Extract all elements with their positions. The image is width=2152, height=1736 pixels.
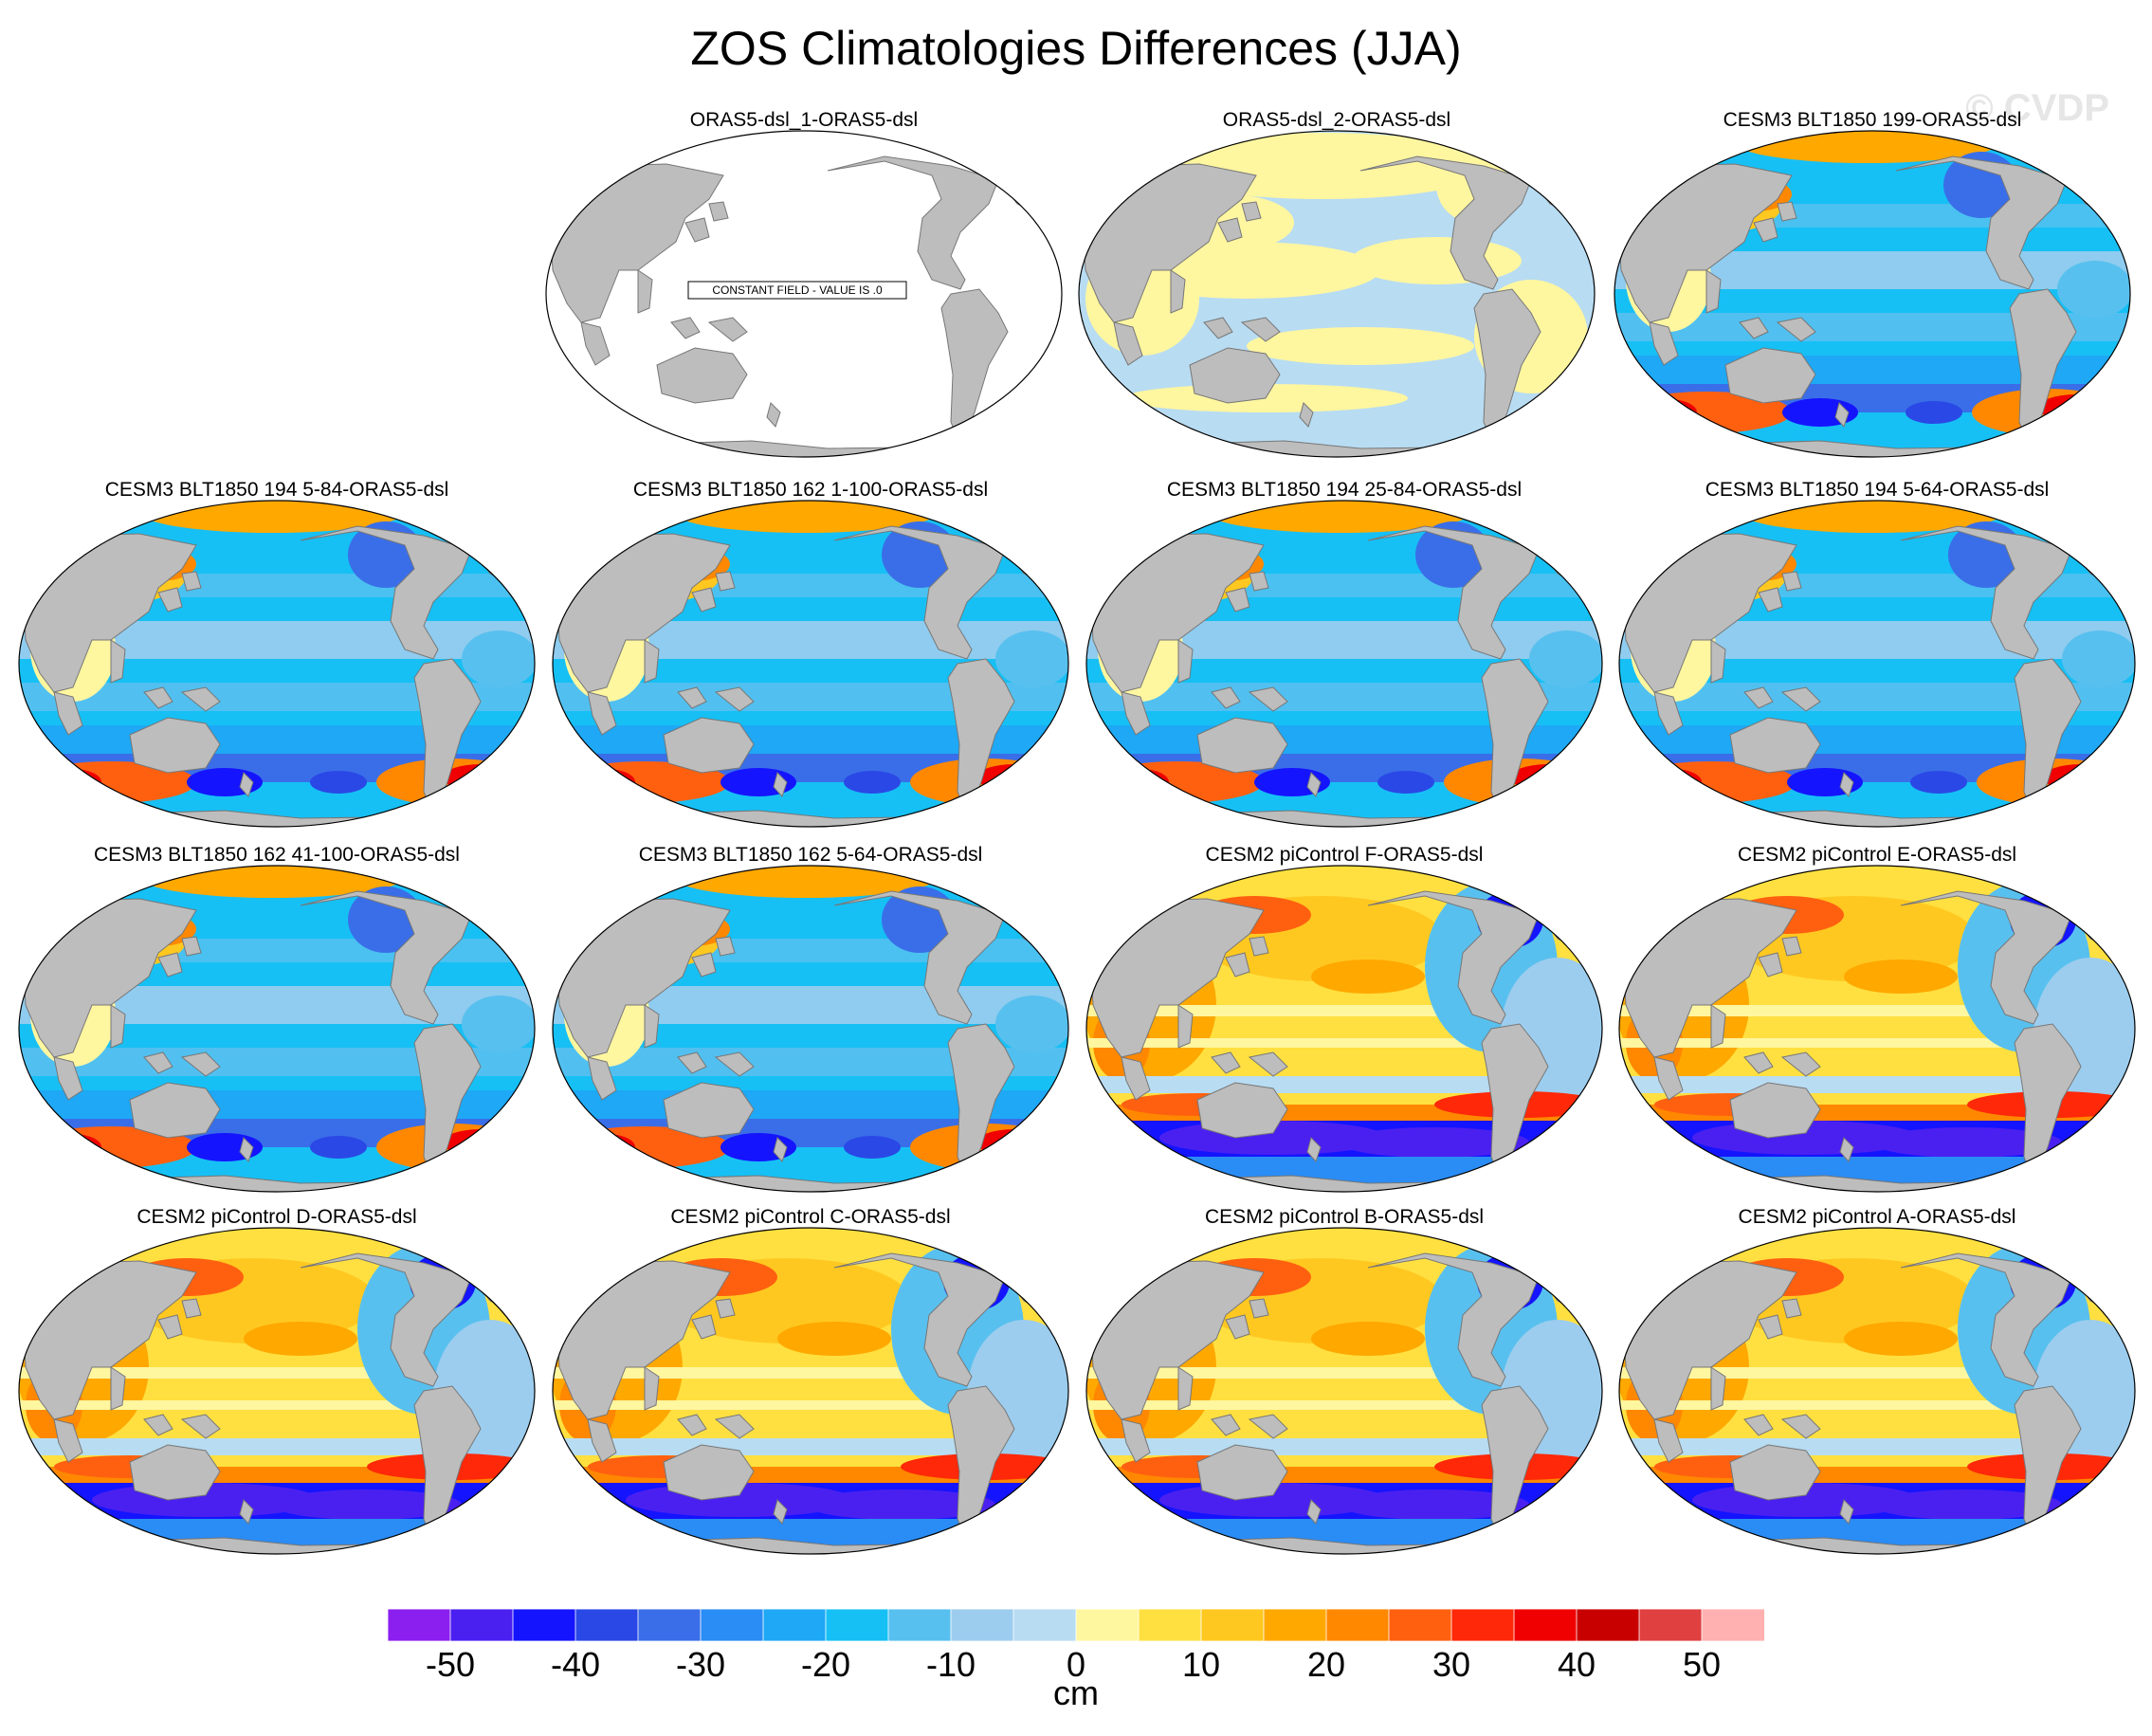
colorbar-tick-label: -20 [800, 1645, 851, 1684]
panel-title: CESM3 BLT1850 194 5-84-ORAS5-dsl [104, 479, 449, 501]
world-map [1618, 1227, 2136, 1555]
colorbar-segment [1576, 1609, 1640, 1641]
map-panel: CESM2 piControl D-ORAS5-dsl [11, 1206, 542, 1566]
constant-field-note: CONSTANT FIELD - VALUE IS .0 [712, 283, 883, 297]
map-panel: CESM3 BLT1850 194 25-84-ORAS5-dsl [1079, 479, 1610, 839]
map-panel: CESM2 piControl C-ORAS5-dsl [545, 1206, 1076, 1566]
colorbar-segment [1075, 1609, 1140, 1641]
world-map [1085, 1227, 1603, 1555]
panel-title: CESM2 piControl B-ORAS5-dsl [1204, 1206, 1485, 1228]
colorbar-tick-label: 30 [1432, 1645, 1471, 1684]
world-map [552, 1227, 1069, 1555]
colorbar-tick-label: 40 [1557, 1645, 1596, 1684]
watermark: © CVDP [1965, 87, 2109, 129]
panel-title: CESM3 BLT1850 194 5-64-ORAS5-dsl [1705, 479, 2050, 501]
panel-title: ORAS5-dsl_2-ORAS5-dsl [1222, 109, 1451, 131]
figure-title: ZOS Climatologies Differences (JJA) [690, 22, 1462, 75]
map-panel: CESM3 BLT1850 162 41-100-ORAS5-dsl [11, 844, 542, 1204]
colorbar-segment [825, 1609, 889, 1641]
colorbar-segment [1388, 1609, 1452, 1641]
map-panel: CESM2 piControl A-ORAS5-dsl [1612, 1206, 2143, 1566]
colorbar-tick-label: -10 [925, 1645, 976, 1684]
colorbar-tick-label: 0 [1066, 1645, 1086, 1684]
colorbar-segment [1701, 1609, 1764, 1641]
panel-title: CESM3 BLT1850 162 5-64-ORAS5-dsl [638, 844, 983, 866]
colorbar-segment [1638, 1609, 1703, 1641]
world-map [1618, 865, 2136, 1193]
colorbar-segment [887, 1609, 952, 1641]
map-panel: CESM3 BLT1850 162 5-64-ORAS5-dsl [545, 844, 1076, 1204]
panel-title: CESM2 piControl F-ORAS5-dsl [1205, 844, 1484, 866]
colorbar-segment [1450, 1609, 1515, 1641]
map-panel: CESM3 BLT1850 194 5-64-ORAS5-dsl [1612, 479, 2143, 839]
panel-title: ORAS5-dsl_1-ORAS5-dsl [689, 109, 919, 131]
map-panel: CESM3 BLT1850 199-ORAS5-dsl [1607, 109, 2138, 469]
colorbar-tick-label: 20 [1306, 1645, 1346, 1684]
world-map [552, 500, 1069, 828]
colorbar-tick-label: 10 [1181, 1645, 1221, 1684]
colorbar-segment [700, 1609, 764, 1641]
panel-title: CESM2 piControl E-ORAS5-dsl [1737, 844, 2017, 866]
panel-title: CESM2 piControl D-ORAS5-dsl [137, 1206, 417, 1228]
world-map [1614, 130, 2131, 458]
colorbar-segment [512, 1609, 576, 1641]
colorbar-tick-label: -50 [425, 1645, 476, 1684]
panel-title: CESM2 piControl C-ORAS5-dsl [670, 1206, 951, 1228]
panel-title: CESM3 BLT1850 199-ORAS5-dsl [1723, 109, 2022, 131]
colorbar-segment [637, 1609, 702, 1641]
colorbar-segment [449, 1609, 514, 1641]
map-panel: ORAS5-dsl_1-ORAS5-dsl CONSTANT FIELD - V… [538, 109, 1069, 469]
colorbar-tick-label: -40 [550, 1645, 601, 1684]
panel-title: CESM3 BLT1850 194 25-84-ORAS5-dsl [1166, 479, 1523, 501]
colorbar-segment [1513, 1609, 1578, 1641]
colorbar-segment [1263, 1609, 1327, 1641]
colorbar-segment [1138, 1609, 1202, 1641]
world-map [18, 1227, 536, 1555]
map-panel: ORAS5-dsl_2-ORAS5-dsl [1071, 109, 1602, 469]
colorbar-segment [1012, 1609, 1077, 1641]
world-map [1085, 865, 1603, 1193]
world-map [1618, 500, 2136, 828]
world-map [18, 500, 536, 828]
world-map [18, 865, 536, 1193]
world-map [1085, 500, 1603, 828]
colorbar-unit: cm [1053, 1673, 1099, 1712]
map-panel: CESM3 BLT1850 162 1-100-ORAS5-dsl [545, 479, 1076, 839]
panel-title: CESM3 BLT1850 162 41-100-ORAS5-dsl [94, 844, 460, 866]
colorbar-segment [950, 1609, 1014, 1641]
colorbar-segment [388, 1609, 451, 1641]
map-panel: CESM3 BLT1850 194 5-84-ORAS5-dsl [11, 479, 542, 839]
map-panel: CESM2 piControl F-ORAS5-dsl [1079, 844, 1610, 1204]
colorbar-segment [1325, 1609, 1390, 1641]
world-map [552, 865, 1069, 1193]
colorbar-tick-label: 50 [1682, 1645, 1722, 1684]
map-panel: CESM2 piControl B-ORAS5-dsl [1079, 1206, 1610, 1566]
colorbar-tick-label: -30 [675, 1645, 726, 1684]
panel-title: CESM2 piControl A-ORAS5-dsl [1738, 1206, 2016, 1228]
panel-title: CESM3 BLT1850 162 1-100-ORAS5-dsl [632, 479, 989, 501]
colorbar [388, 1609, 1764, 1641]
colorbar-segment [762, 1609, 827, 1641]
colorbar-segment [1200, 1609, 1265, 1641]
map-panel: CESM2 piControl E-ORAS5-dsl [1612, 844, 2143, 1204]
world-map: CONSTANT FIELD - VALUE IS .0 [545, 130, 1063, 458]
world-map [1078, 130, 1596, 458]
colorbar-segment [574, 1609, 639, 1641]
